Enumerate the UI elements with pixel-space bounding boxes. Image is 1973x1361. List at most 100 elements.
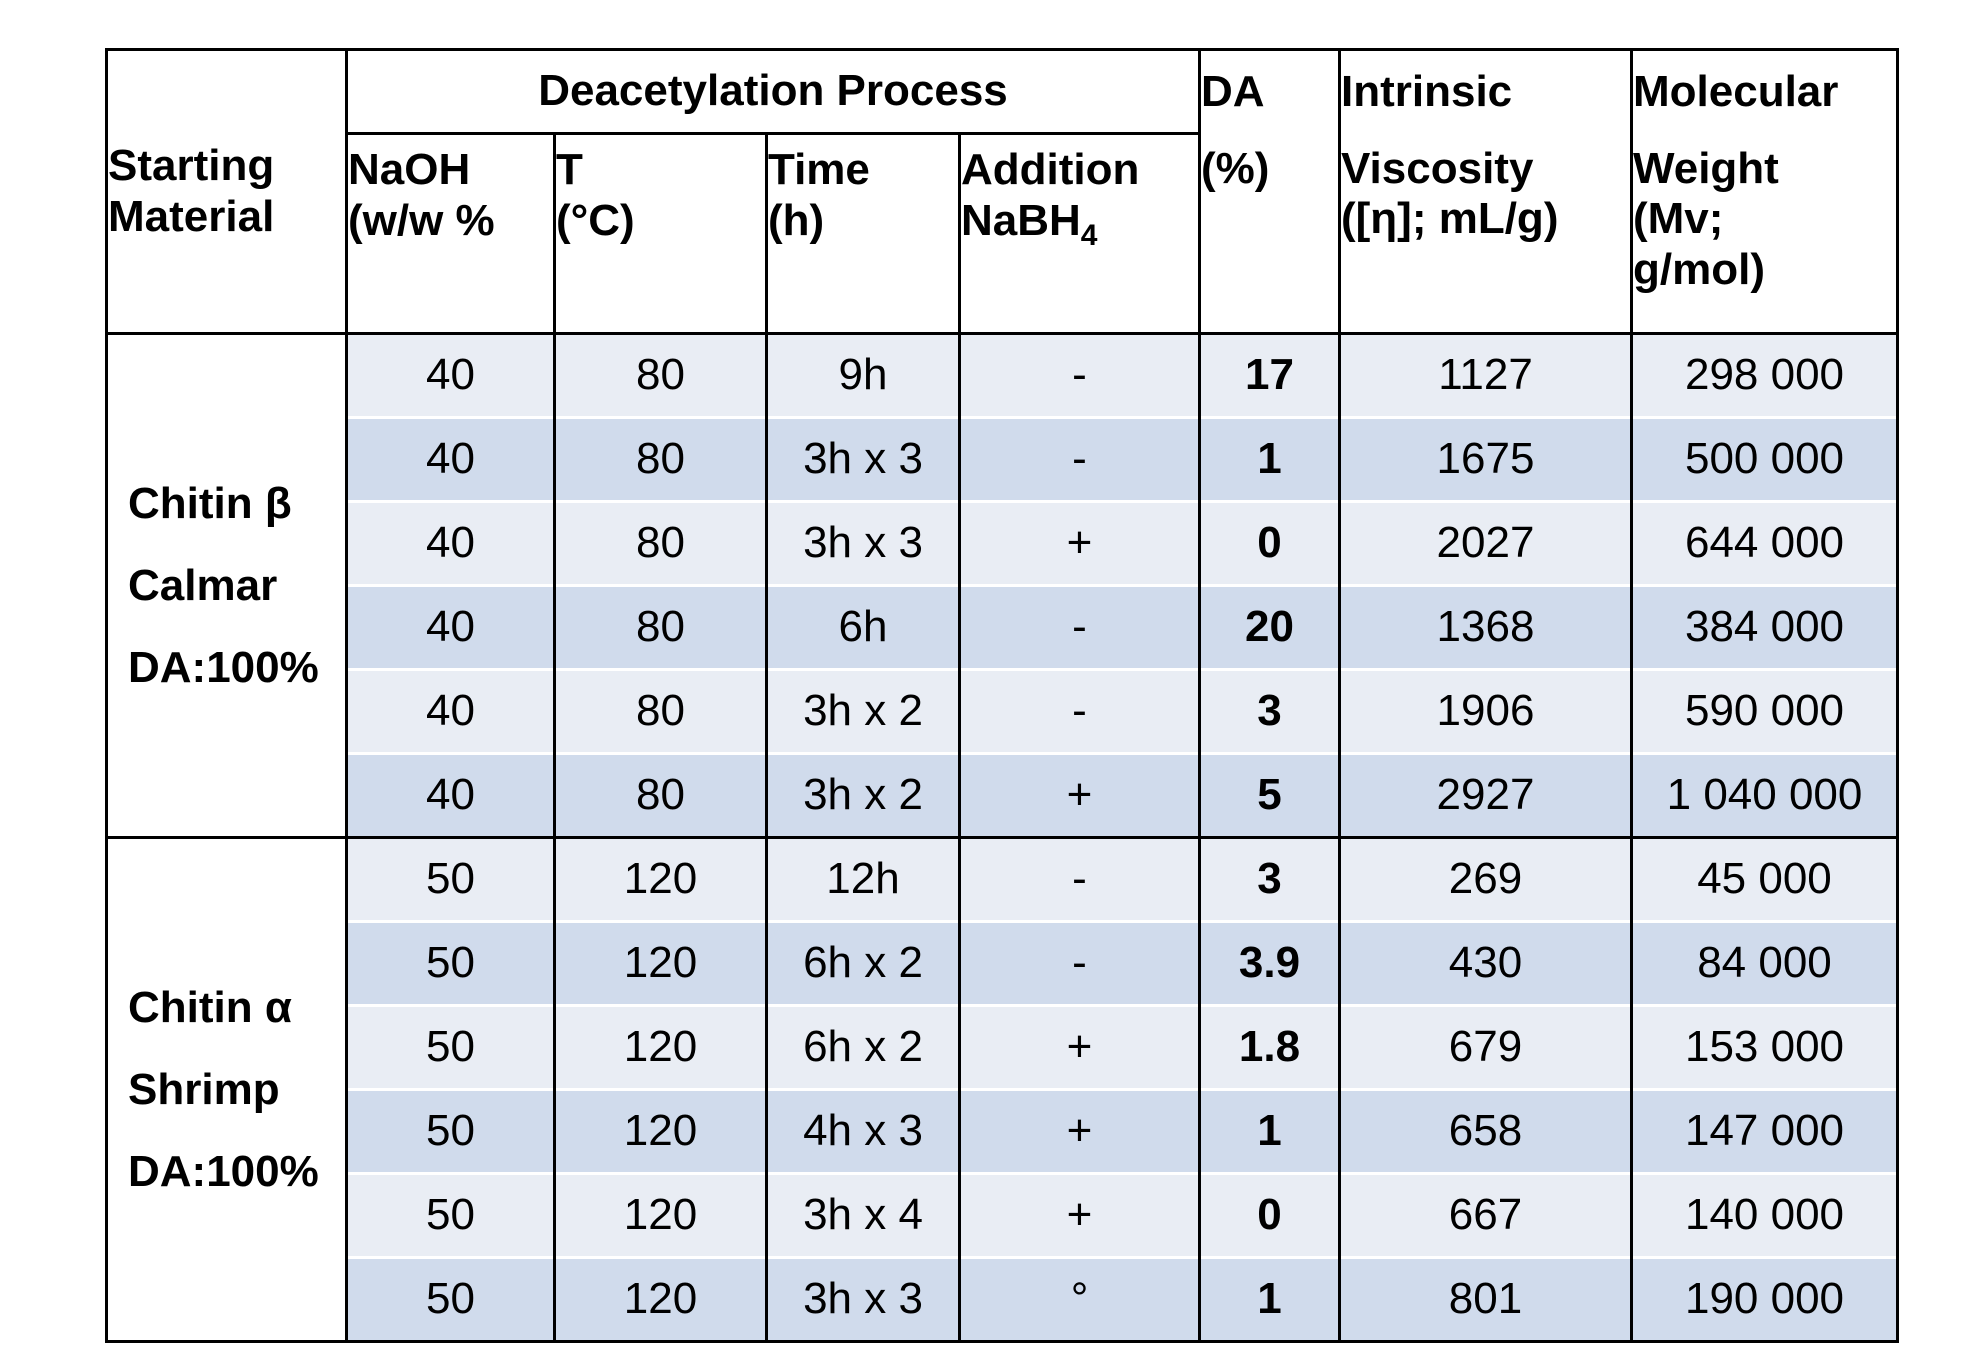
intrinsic-viscosity-cell: 430 [1338, 920, 1632, 1006]
table-row: 50 120 4h x 3 +1 658 147 000 [107, 1088, 1899, 1174]
addition-cell: + [958, 1172, 1200, 1258]
time-header: Time (h) [765, 133, 960, 335]
intrinsic-viscosity-header-top: Intrinsic [1338, 48, 1632, 134]
da-cell: 5 [1198, 752, 1340, 839]
da-header-top: DA [1198, 48, 1340, 134]
starting-material-line: DA:100% [128, 1146, 319, 1196]
intrinsic-viscosity-cell: 1127 [1338, 333, 1632, 418]
addition-cell: + [958, 752, 1200, 839]
molecular-weight-header-bottom: Weight (Mv; g/mol) [1630, 133, 1899, 335]
addition-cell: - [958, 416, 1200, 502]
temperature-cell: 120 [553, 1088, 767, 1174]
starting-material-cell: Chitin β Calmar DA:100% [105, 333, 347, 839]
time-cell: 9h [765, 333, 960, 418]
time-cell: 3h x 3 [765, 416, 960, 502]
naoh-cell: 40 [345, 752, 555, 839]
addition-cell: - [958, 333, 1200, 418]
temperature-cell: 80 [553, 333, 767, 418]
time-cell: 3h x 3 [765, 500, 960, 586]
temperature-header: T (°C) [553, 133, 767, 335]
molecular-weight-cell: 140 000 [1630, 1172, 1899, 1258]
molecular-weight-cell: 45 000 [1630, 837, 1899, 922]
da-cell: 1 [1198, 416, 1340, 502]
molecular-weight-cell: 84 000 [1630, 920, 1899, 1006]
starting-material-line: Chitin β [128, 478, 292, 528]
da-cell: 1.8 [1198, 1004, 1340, 1090]
naoh-cell: 50 [345, 1172, 555, 1258]
temperature-cell: 120 [553, 920, 767, 1006]
intrinsic-viscosity-cell: 2027 [1338, 500, 1632, 586]
table-row: 50 120 6h x 2 +1.8 679 153 000 [107, 1004, 1899, 1090]
table-row: Chitin α Shrimp DA:100% 50 120 12h -3 269 45 000 [105, 837, 1899, 1343]
molecular-weight-cell: 500 000 [1630, 416, 1899, 502]
molecular-weight-cell: 147 000 [1630, 1088, 1899, 1174]
time-cell: 6h x 2 [765, 1004, 960, 1090]
table-row: 50 120 6h x 2-3.9 430 84 000 [107, 920, 1899, 1006]
molecular-weight-cell: 298 000 [1630, 333, 1899, 418]
molecular-weight-cell: 590 000 [1630, 668, 1899, 754]
time-cell: 3h x 4 [765, 1172, 960, 1258]
molecular-weight-cell: 644 000 [1630, 500, 1899, 586]
naoh-cell: 40 [345, 668, 555, 754]
table-row: Chitin β Calmar DA:100% 40 80 9h -17 1127 298 00… [105, 333, 1899, 839]
naoh-cell: 50 [345, 837, 555, 922]
naoh-cell: 40 [345, 333, 555, 418]
naoh-cell: 40 [345, 500, 555, 586]
intrinsic-viscosity-cell: 801 [1338, 1256, 1632, 1343]
starting-material-cell: Chitin α Shrimp DA:100% [105, 837, 347, 1343]
deacetylation-table: Starting Material Deacetylation Process … [105, 48, 1899, 1343]
time-cell: 3h x 2 [765, 752, 960, 839]
intrinsic-viscosity-cell: 2927 [1338, 752, 1632, 839]
da-cell: 0 [1198, 1172, 1340, 1258]
deacetylation-process-header: Deacetylation Process [345, 48, 1200, 135]
molecular-weight-header-top: Molecular [1630, 48, 1899, 134]
da-cell: 1 [1198, 1256, 1340, 1343]
addition-header: Addition NaBH4 [958, 133, 1200, 335]
naoh-header: NaOH (w/w % [345, 133, 555, 335]
molecular-weight-cell: 1 040 000 [1630, 752, 1899, 839]
da-header-bottom: (%) [1198, 133, 1340, 335]
naoh-cell: 50 [345, 1256, 555, 1343]
da-cell: 3 [1198, 668, 1340, 754]
temperature-cell: 80 [553, 752, 767, 839]
table-row: 40 80 3h x 2 +5 2927 1 040 000 [107, 752, 1899, 839]
addition-cell: + [958, 500, 1200, 586]
molecular-weight-cell: 153 000 [1630, 1004, 1899, 1090]
naoh-cell: 50 [345, 1088, 555, 1174]
da-cell: 0 [1198, 500, 1340, 586]
time-cell: 12h [765, 837, 960, 922]
intrinsic-viscosity-header-bottom: Viscosity ([η]; mL/g) [1338, 133, 1632, 335]
table-body: Chitin β Calmar DA:100% 40 80 9h -17 1127 298 00… [105, 333, 1899, 1343]
addition-cell: + [958, 1088, 1200, 1174]
molecular-weight-cell: 190 000 [1630, 1256, 1899, 1343]
time-cell: 3h x 3 [765, 1256, 960, 1343]
temperature-cell: 80 [553, 584, 767, 670]
addition-header-subscript: 4 [1080, 218, 1098, 252]
da-cell: 17 [1198, 333, 1340, 418]
temperature-cell: 120 [553, 1004, 767, 1090]
starting-material-line: DA:100% [128, 642, 319, 692]
temperature-cell: 120 [553, 1172, 767, 1258]
naoh-cell: 40 [345, 584, 555, 670]
intrinsic-viscosity-cell: 1906 [1338, 668, 1632, 754]
starting-material-line: Shrimp [128, 1064, 280, 1114]
starting-material-line: Calmar [128, 560, 278, 610]
table-row: 40 80 3h x 3 +0 2027 644 000 [107, 500, 1899, 586]
table-row: 40 80 3h x 3-1 1675 500 000 [107, 416, 1899, 502]
addition-cell: - [958, 584, 1200, 670]
addition-cell: - [958, 668, 1200, 754]
time-cell: 6h x 2 [765, 920, 960, 1006]
time-cell: 3h x 2 [765, 668, 960, 754]
table-row: 50 120 3h x 3 ° 1 801 190 000 [107, 1256, 1899, 1343]
table-row: 50 120 3h x 4 +0 667 140 000 [107, 1172, 1899, 1258]
starting-material-header: Starting Material [105, 48, 347, 335]
intrinsic-viscosity-cell: 1675 [1338, 416, 1632, 502]
intrinsic-viscosity-cell: 679 [1338, 1004, 1632, 1090]
da-cell: 20 [1198, 584, 1340, 670]
temperature-cell: 80 [553, 668, 767, 754]
table-row: 40 80 6h -20 1368 384 000 [107, 584, 1899, 670]
intrinsic-viscosity-cell: 658 [1338, 1088, 1632, 1174]
da-cell: 3 [1198, 837, 1340, 922]
da-cell: 1 [1198, 1088, 1340, 1174]
intrinsic-viscosity-cell: 269 [1338, 837, 1632, 922]
